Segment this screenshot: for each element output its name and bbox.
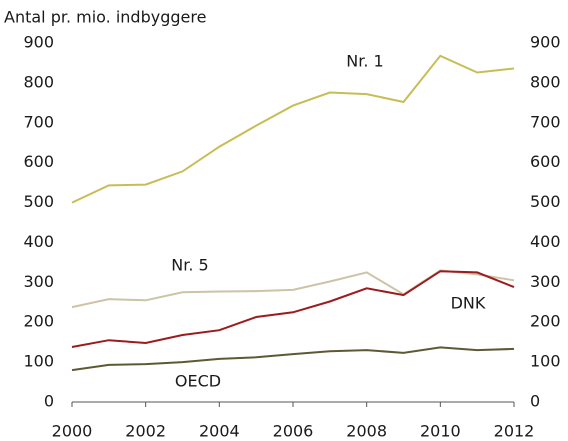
y-axis-label: Antal pr. mio. indbyggere [4, 8, 206, 27]
y2-tick-label: 100 [530, 352, 561, 371]
y-tick-label: 200 [23, 312, 54, 331]
y-tick-label: 900 [23, 33, 54, 52]
x-tick-label: 2000 [52, 422, 93, 441]
line-series [71, 346, 515, 372]
series-label: OECD [175, 372, 221, 391]
line-series [71, 269, 515, 309]
x-tick-label: 2002 [125, 422, 166, 441]
x-tick-label: 2012 [494, 422, 535, 441]
y-tick-label: 500 [23, 192, 54, 211]
series-label: Nr. 5 [171, 256, 208, 275]
y2-tick-label: 900 [530, 33, 561, 52]
y-tick-label: 100 [23, 352, 54, 371]
y2-tick-label: 600 [530, 152, 561, 171]
y2-tick-label: 800 [530, 72, 561, 91]
series-label: Nr. 1 [346, 52, 383, 71]
x-tick-label: 2010 [420, 422, 461, 441]
y-tick-label: 0 [44, 392, 54, 411]
line-series [71, 270, 515, 348]
y-tick-label: 600 [23, 152, 54, 171]
y2-tick-label: 700 [530, 112, 561, 131]
series-label: DNK [451, 294, 486, 313]
y2-tick-label: 400 [530, 232, 561, 251]
y2-tick-label: 0 [530, 392, 540, 411]
x-tick-label: 2004 [199, 422, 240, 441]
line-series [71, 54, 515, 204]
y2-tick-label: 500 [530, 192, 561, 211]
y-tick-label: 700 [23, 112, 54, 131]
y2-tick-label: 300 [530, 272, 561, 291]
x-tick-label: 2008 [346, 422, 387, 441]
y-tick-label: 800 [23, 72, 54, 91]
y-tick-label: 400 [23, 232, 54, 251]
y2-tick-label: 200 [530, 312, 561, 331]
y-tick-label: 300 [23, 272, 54, 291]
x-tick-label: 2006 [273, 422, 314, 441]
